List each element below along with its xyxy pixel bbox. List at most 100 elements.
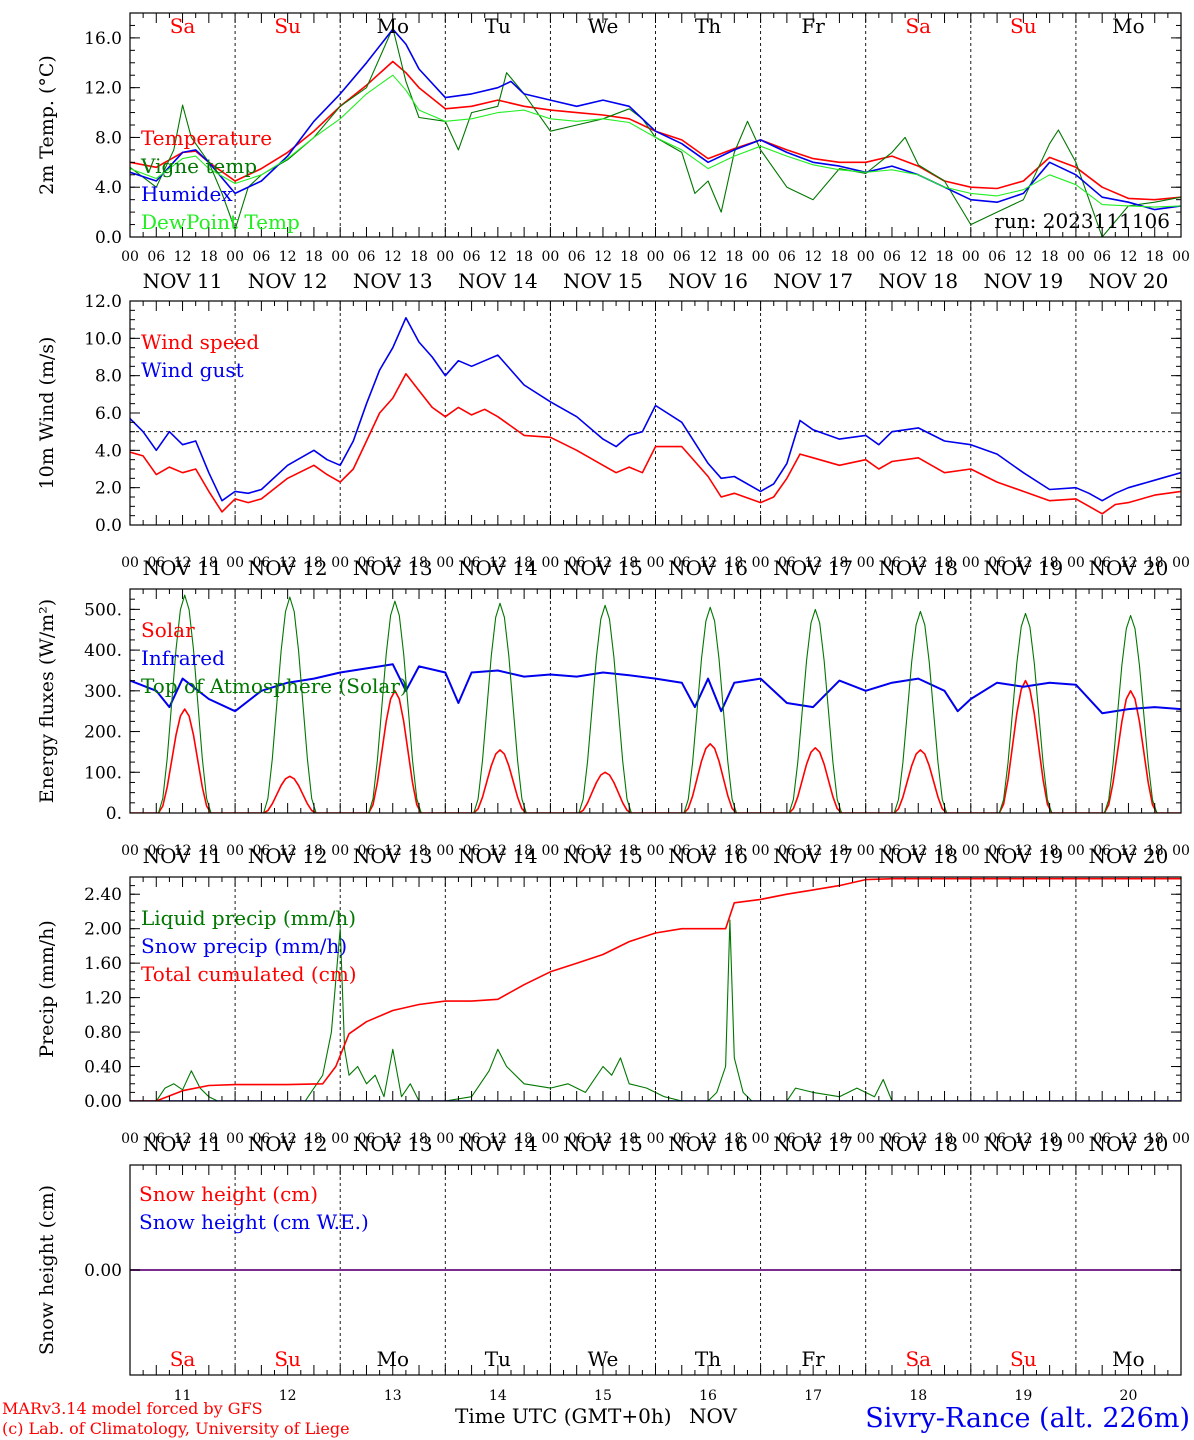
y-tick-label: 0.00 xyxy=(84,1261,122,1281)
hour-label: 00 xyxy=(331,843,349,859)
hour-label: 06 xyxy=(358,249,376,265)
date-label: NOV 11 xyxy=(143,1132,223,1156)
hour-label: 18 xyxy=(831,249,849,265)
y-tick-label: 12.0 xyxy=(84,292,122,312)
day-number: 13 xyxy=(384,1388,402,1404)
y-tick-label: 1.20 xyxy=(84,989,122,1009)
hour-label: 12 xyxy=(1120,555,1138,571)
day-abbr-top: Sa xyxy=(905,14,931,38)
hour-label: 12 xyxy=(804,249,822,265)
hour-label: 00 xyxy=(1172,843,1190,859)
hour-label: 06 xyxy=(568,1131,586,1147)
y-tick-label: 0.00 xyxy=(84,1092,122,1112)
hour-label: 18 xyxy=(410,843,428,859)
panel-frame xyxy=(129,588,1182,814)
legend-entry: Solar xyxy=(141,618,195,642)
hour-label: 00 xyxy=(962,843,980,859)
date-label: NOV 19 xyxy=(983,844,1063,868)
hour-label: 18 xyxy=(305,843,323,859)
date-label: NOV 15 xyxy=(563,1132,643,1156)
hour-label: 12 xyxy=(174,249,192,265)
hour-label: 00 xyxy=(752,555,770,571)
hour-label: 18 xyxy=(410,249,428,265)
hour-label: 06 xyxy=(1093,843,1111,859)
hour-label: 18 xyxy=(200,1131,218,1147)
hour-label: 06 xyxy=(988,1131,1006,1147)
hour-label: 18 xyxy=(410,555,428,571)
day-abbr-bottom: Mo xyxy=(1112,1347,1145,1371)
hour-label: 18 xyxy=(1146,843,1164,859)
hour-label: 06 xyxy=(883,843,901,859)
panel-frame xyxy=(129,12,1182,238)
hour-label: 18 xyxy=(1041,843,1059,859)
legend-entry: Vigne temp xyxy=(140,154,257,178)
date-label: NOV 16 xyxy=(668,269,748,293)
date-label: NOV 14 xyxy=(458,269,538,293)
y-tick-label: 0.40 xyxy=(84,1058,122,1078)
legend-entry: Wind speed xyxy=(141,330,259,354)
y-axis-title: Energy fluxes (W/m²) xyxy=(36,599,58,803)
hour-label: 06 xyxy=(778,843,796,859)
hour-label: 18 xyxy=(936,1131,954,1147)
hour-label: 18 xyxy=(831,843,849,859)
y-tick-label: 0. xyxy=(106,804,122,824)
hour-label: 06 xyxy=(147,249,165,265)
panel-2: 0.0 2.0 4.0 6.0 8.0 10.0 12.0 10m Wind (m/s) Win… xyxy=(36,292,1190,580)
hour-label: 12 xyxy=(279,555,297,571)
legend-entry: Liquid precip (mm/h) xyxy=(141,906,356,930)
hour-label: 06 xyxy=(883,555,901,571)
series-group xyxy=(130,877,1181,1101)
date-label: NOV 13 xyxy=(353,269,433,293)
hour-label: 18 xyxy=(936,843,954,859)
hour-label: 00 xyxy=(226,1131,244,1147)
hour-label: 00 xyxy=(962,249,980,265)
hour-label: 18 xyxy=(200,249,218,265)
hour-label: 06 xyxy=(463,249,481,265)
hour-label: 00 xyxy=(121,843,139,859)
hour-label: 06 xyxy=(568,843,586,859)
date-label: NOV 16 xyxy=(668,1132,748,1156)
hour-label: 12 xyxy=(384,1131,402,1147)
x-axis-title: Time UTC (GMT+0h) xyxy=(455,1404,672,1428)
day-number: 14 xyxy=(489,1388,507,1404)
y-tick-label: 200. xyxy=(84,723,122,743)
hour-label: 00 xyxy=(962,555,980,571)
hour-label: 18 xyxy=(725,249,743,265)
hour-label: 06 xyxy=(673,249,691,265)
hour-label: 12 xyxy=(279,843,297,859)
hour-label: 06 xyxy=(568,249,586,265)
hour-label: 12 xyxy=(699,843,717,859)
y-tick-label: 10.0 xyxy=(84,329,122,349)
y-tick-label: 8.0 xyxy=(95,128,122,148)
hour-label: 00 xyxy=(1172,555,1190,571)
hour-label: 00 xyxy=(541,843,559,859)
y-tick-label: 500. xyxy=(84,600,122,620)
hour-label: 18 xyxy=(515,249,533,265)
hour-label: 06 xyxy=(988,249,1006,265)
legend-entry: Snow height (cm W.E.) xyxy=(139,1210,369,1234)
series-line xyxy=(130,28,1181,211)
day-number: 17 xyxy=(804,1388,822,1404)
hour-label: 18 xyxy=(1041,249,1059,265)
legend-entry: Snow height (cm) xyxy=(139,1182,318,1206)
date-label: NOV 18 xyxy=(878,556,958,580)
hour-label: 18 xyxy=(305,1131,323,1147)
date-label: NOV 20 xyxy=(1089,556,1169,580)
hour-label: 06 xyxy=(147,555,165,571)
day-abbr-bottom: We xyxy=(588,1347,619,1371)
hour-label: 00 xyxy=(541,1131,559,1147)
series-line xyxy=(130,663,1181,715)
y-tick-label: 6.0 xyxy=(95,404,122,424)
hour-label: 18 xyxy=(1146,1131,1164,1147)
hour-label: 18 xyxy=(620,843,638,859)
y-tick-label: 0.0 xyxy=(95,228,122,248)
hour-label: 12 xyxy=(1120,249,1138,265)
hour-label: 06 xyxy=(883,1131,901,1147)
hour-label: 12 xyxy=(174,843,192,859)
model-credit: MARv3.14 model forced by GFS xyxy=(2,1399,263,1418)
hour-label: 00 xyxy=(226,843,244,859)
hour-label: 12 xyxy=(699,249,717,265)
hour-label: 00 xyxy=(857,843,875,859)
hour-label: 06 xyxy=(1093,1131,1111,1147)
